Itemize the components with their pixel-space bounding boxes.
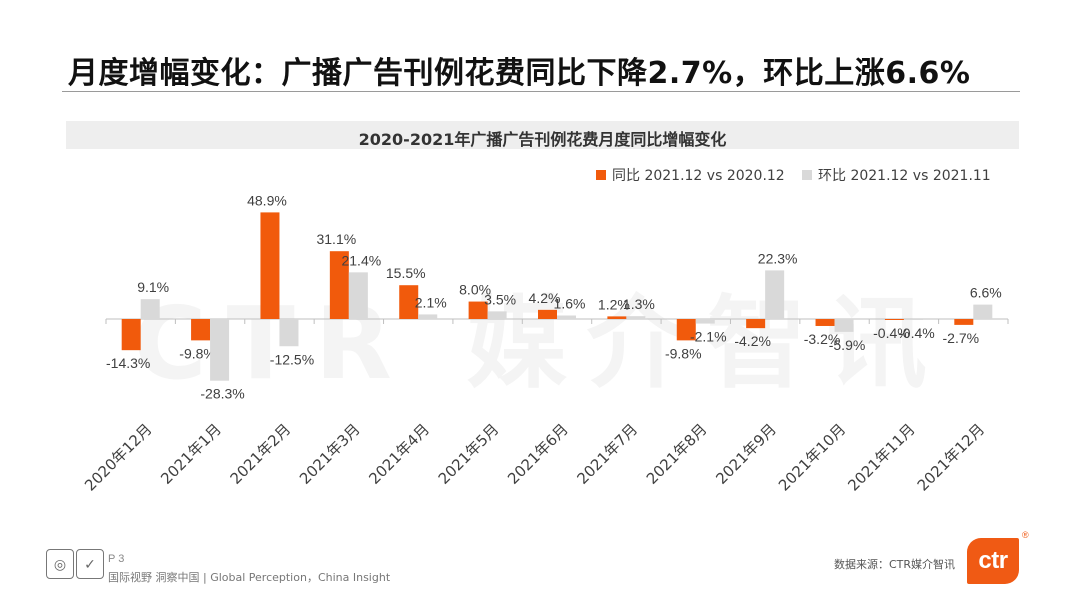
mom-bar	[487, 311, 507, 319]
mom-bar	[557, 315, 576, 319]
mom-bar	[695, 319, 715, 324]
legend-swatch-mom	[802, 170, 812, 180]
yoy-data-label: 15.5%	[386, 265, 426, 281]
mom-bar	[626, 316, 646, 319]
mom-data-label: -5.9%	[829, 337, 866, 353]
certification-badge-icon: ✓	[76, 549, 104, 579]
mom-bar	[903, 319, 923, 320]
x-tick-label: 2020年12月	[81, 420, 155, 494]
yoy-bar	[884, 319, 904, 320]
mom-bar	[765, 270, 785, 319]
yoy-data-label: -2.7%	[943, 330, 980, 346]
yoy-data-label: 4.2%	[529, 290, 561, 306]
x-tick-label: 2021年1月	[157, 420, 225, 488]
x-tick-label: 2021年11月	[844, 420, 918, 494]
x-tick-label: 2021年4月	[365, 420, 433, 488]
x-tick-label: 2021年7月	[574, 420, 642, 488]
yoy-data-label: -4.2%	[734, 333, 771, 349]
chart-title-band: 2020-2021年广播广告刊例花费月度同比增幅变化	[66, 121, 1019, 149]
mom-bar	[210, 319, 230, 381]
mom-data-label: 3.5%	[484, 291, 516, 307]
page-number: P 3	[108, 553, 125, 565]
quality-seal-icon: ◎	[46, 549, 74, 579]
data-source: 数据来源：CTR媒介智讯	[834, 558, 956, 571]
yoy-data-label: -14.3%	[106, 355, 150, 371]
x-tick-label: 2021年10月	[775, 420, 849, 494]
yoy-bar	[815, 319, 835, 326]
yoy-bar	[676, 319, 696, 341]
mom-data-label: 1.3%	[623, 296, 655, 312]
yoy-bar	[329, 251, 349, 319]
chart-title: 2020-2021年广播广告刊例花费月度同比增幅变化	[358, 130, 727, 149]
legend-label-yoy: 同比 2021.12 vs 2020.12	[612, 168, 785, 184]
slide-title: 月度增幅变化：广播广告刊例花费同比下降2.7%，环比上涨6.6%	[68, 56, 971, 91]
mom-data-label: 21.4%	[341, 252, 381, 268]
yoy-data-label: 8.0%	[459, 282, 491, 298]
yoy-data-label: -0.4%	[873, 325, 910, 341]
yoy-data-label: 1.2%	[598, 296, 630, 312]
mom-data-label: -0.4%	[898, 325, 935, 341]
mom-data-label: 22.3%	[758, 250, 798, 266]
x-tick-label: 2021年6月	[504, 420, 572, 488]
yoy-data-label: 48.9%	[247, 192, 287, 208]
x-tick-label: 2021年2月	[227, 420, 295, 488]
x-tick-label: 2021年5月	[435, 420, 503, 488]
mom-bar	[279, 319, 299, 347]
yoy-data-label: 31.1%	[316, 231, 356, 247]
yoy-bar	[121, 319, 141, 351]
mom-bar	[973, 304, 993, 319]
x-tick-label: 2021年9月	[712, 420, 780, 488]
x-tick-label: 2021年8月	[643, 420, 711, 488]
yoy-data-label: -9.8%	[665, 345, 702, 361]
mom-data-label: -28.3%	[200, 386, 244, 402]
yoy-bar	[746, 319, 766, 329]
yoy-data-label: -3.2%	[804, 331, 841, 347]
mom-data-label: 6.6%	[970, 285, 1002, 301]
mom-bar	[834, 319, 854, 332]
mom-data-label: -2.1%	[690, 329, 727, 345]
mom-data-label: 1.6%	[554, 296, 586, 312]
yoy-data-label: -9.8%	[179, 345, 216, 361]
yoy-bar	[399, 285, 419, 319]
yoy-bar	[954, 319, 974, 325]
ctr-logo: ctr	[967, 538, 1019, 584]
mom-data-label: -12.5%	[270, 351, 314, 367]
slogan: 国际视野 洞察中国 | Global Perception，China Insi…	[108, 571, 391, 584]
registered-mark-icon: ®	[1022, 530, 1029, 540]
x-tick-label: 2021年12月	[914, 420, 988, 494]
yoy-bar	[468, 301, 488, 319]
yoy-bar	[260, 212, 280, 319]
mom-bar	[348, 272, 368, 319]
legend-label-mom: 环比 2021.12 vs 2021.11	[818, 168, 991, 184]
mom-data-label: 2.1%	[415, 294, 447, 310]
yoy-bar	[607, 316, 627, 319]
mom-bar	[418, 314, 438, 319]
yoy-bar	[191, 319, 211, 341]
mom-bar	[140, 299, 160, 319]
legend-swatch-yoy	[596, 170, 606, 180]
yoy-bar	[538, 309, 557, 319]
title-divider	[62, 91, 1020, 92]
x-tick-label: 2021年3月	[296, 420, 364, 488]
mom-data-label: 9.1%	[137, 279, 169, 295]
